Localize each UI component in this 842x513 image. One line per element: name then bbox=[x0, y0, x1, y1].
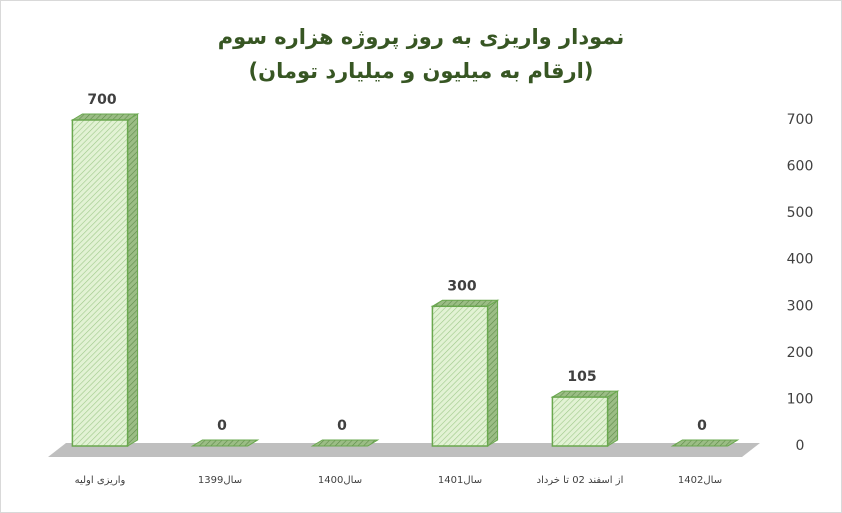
value-label: 105 bbox=[567, 369, 596, 385]
value-label: 300 bbox=[447, 278, 476, 294]
y-tick-label: 500 bbox=[787, 205, 814, 221]
bar-side bbox=[127, 113, 139, 447]
bar-top bbox=[70, 113, 140, 121]
value-label: 700 bbox=[87, 92, 116, 108]
y-tick-label: 400 bbox=[787, 252, 814, 268]
bar-top bbox=[310, 439, 380, 447]
x-tick-label: سال1400 bbox=[318, 475, 362, 486]
bar-top bbox=[430, 299, 500, 307]
value-label: 0 bbox=[217, 418, 227, 434]
y-tick-label: 300 bbox=[787, 298, 814, 314]
y-tick-label: 200 bbox=[787, 345, 814, 361]
value-label: 0 bbox=[697, 418, 707, 434]
y-tick-label: 600 bbox=[787, 159, 814, 175]
y-tick-label: 0 bbox=[796, 438, 805, 454]
bar-side bbox=[607, 390, 619, 447]
bar-top bbox=[550, 390, 620, 398]
bar bbox=[71, 119, 129, 447]
x-tick-label: سال1401 bbox=[438, 475, 482, 486]
bar-top bbox=[190, 439, 260, 447]
chart-title: نمودار واریزی به روز پروژه هزاره سوم bbox=[218, 25, 624, 49]
y-tick-label: 700 bbox=[787, 112, 814, 128]
bar-top bbox=[670, 439, 740, 447]
floor bbox=[48, 443, 760, 457]
bar-side bbox=[487, 299, 499, 447]
x-tick-label: واریزی اولیه bbox=[75, 475, 126, 486]
y-tick-label: 100 bbox=[787, 391, 814, 407]
x-tick-label: سال1402 bbox=[678, 475, 722, 486]
value-label: 0 bbox=[337, 418, 347, 434]
chart-subtitle: (ارقام به میلیون و میلیارد تومان) bbox=[249, 59, 594, 83]
bar bbox=[431, 305, 489, 447]
x-tick-label: سال1399 bbox=[198, 475, 242, 486]
x-tick-label: از اسفند 02 تا خرداد bbox=[537, 475, 624, 486]
bar bbox=[551, 396, 609, 447]
